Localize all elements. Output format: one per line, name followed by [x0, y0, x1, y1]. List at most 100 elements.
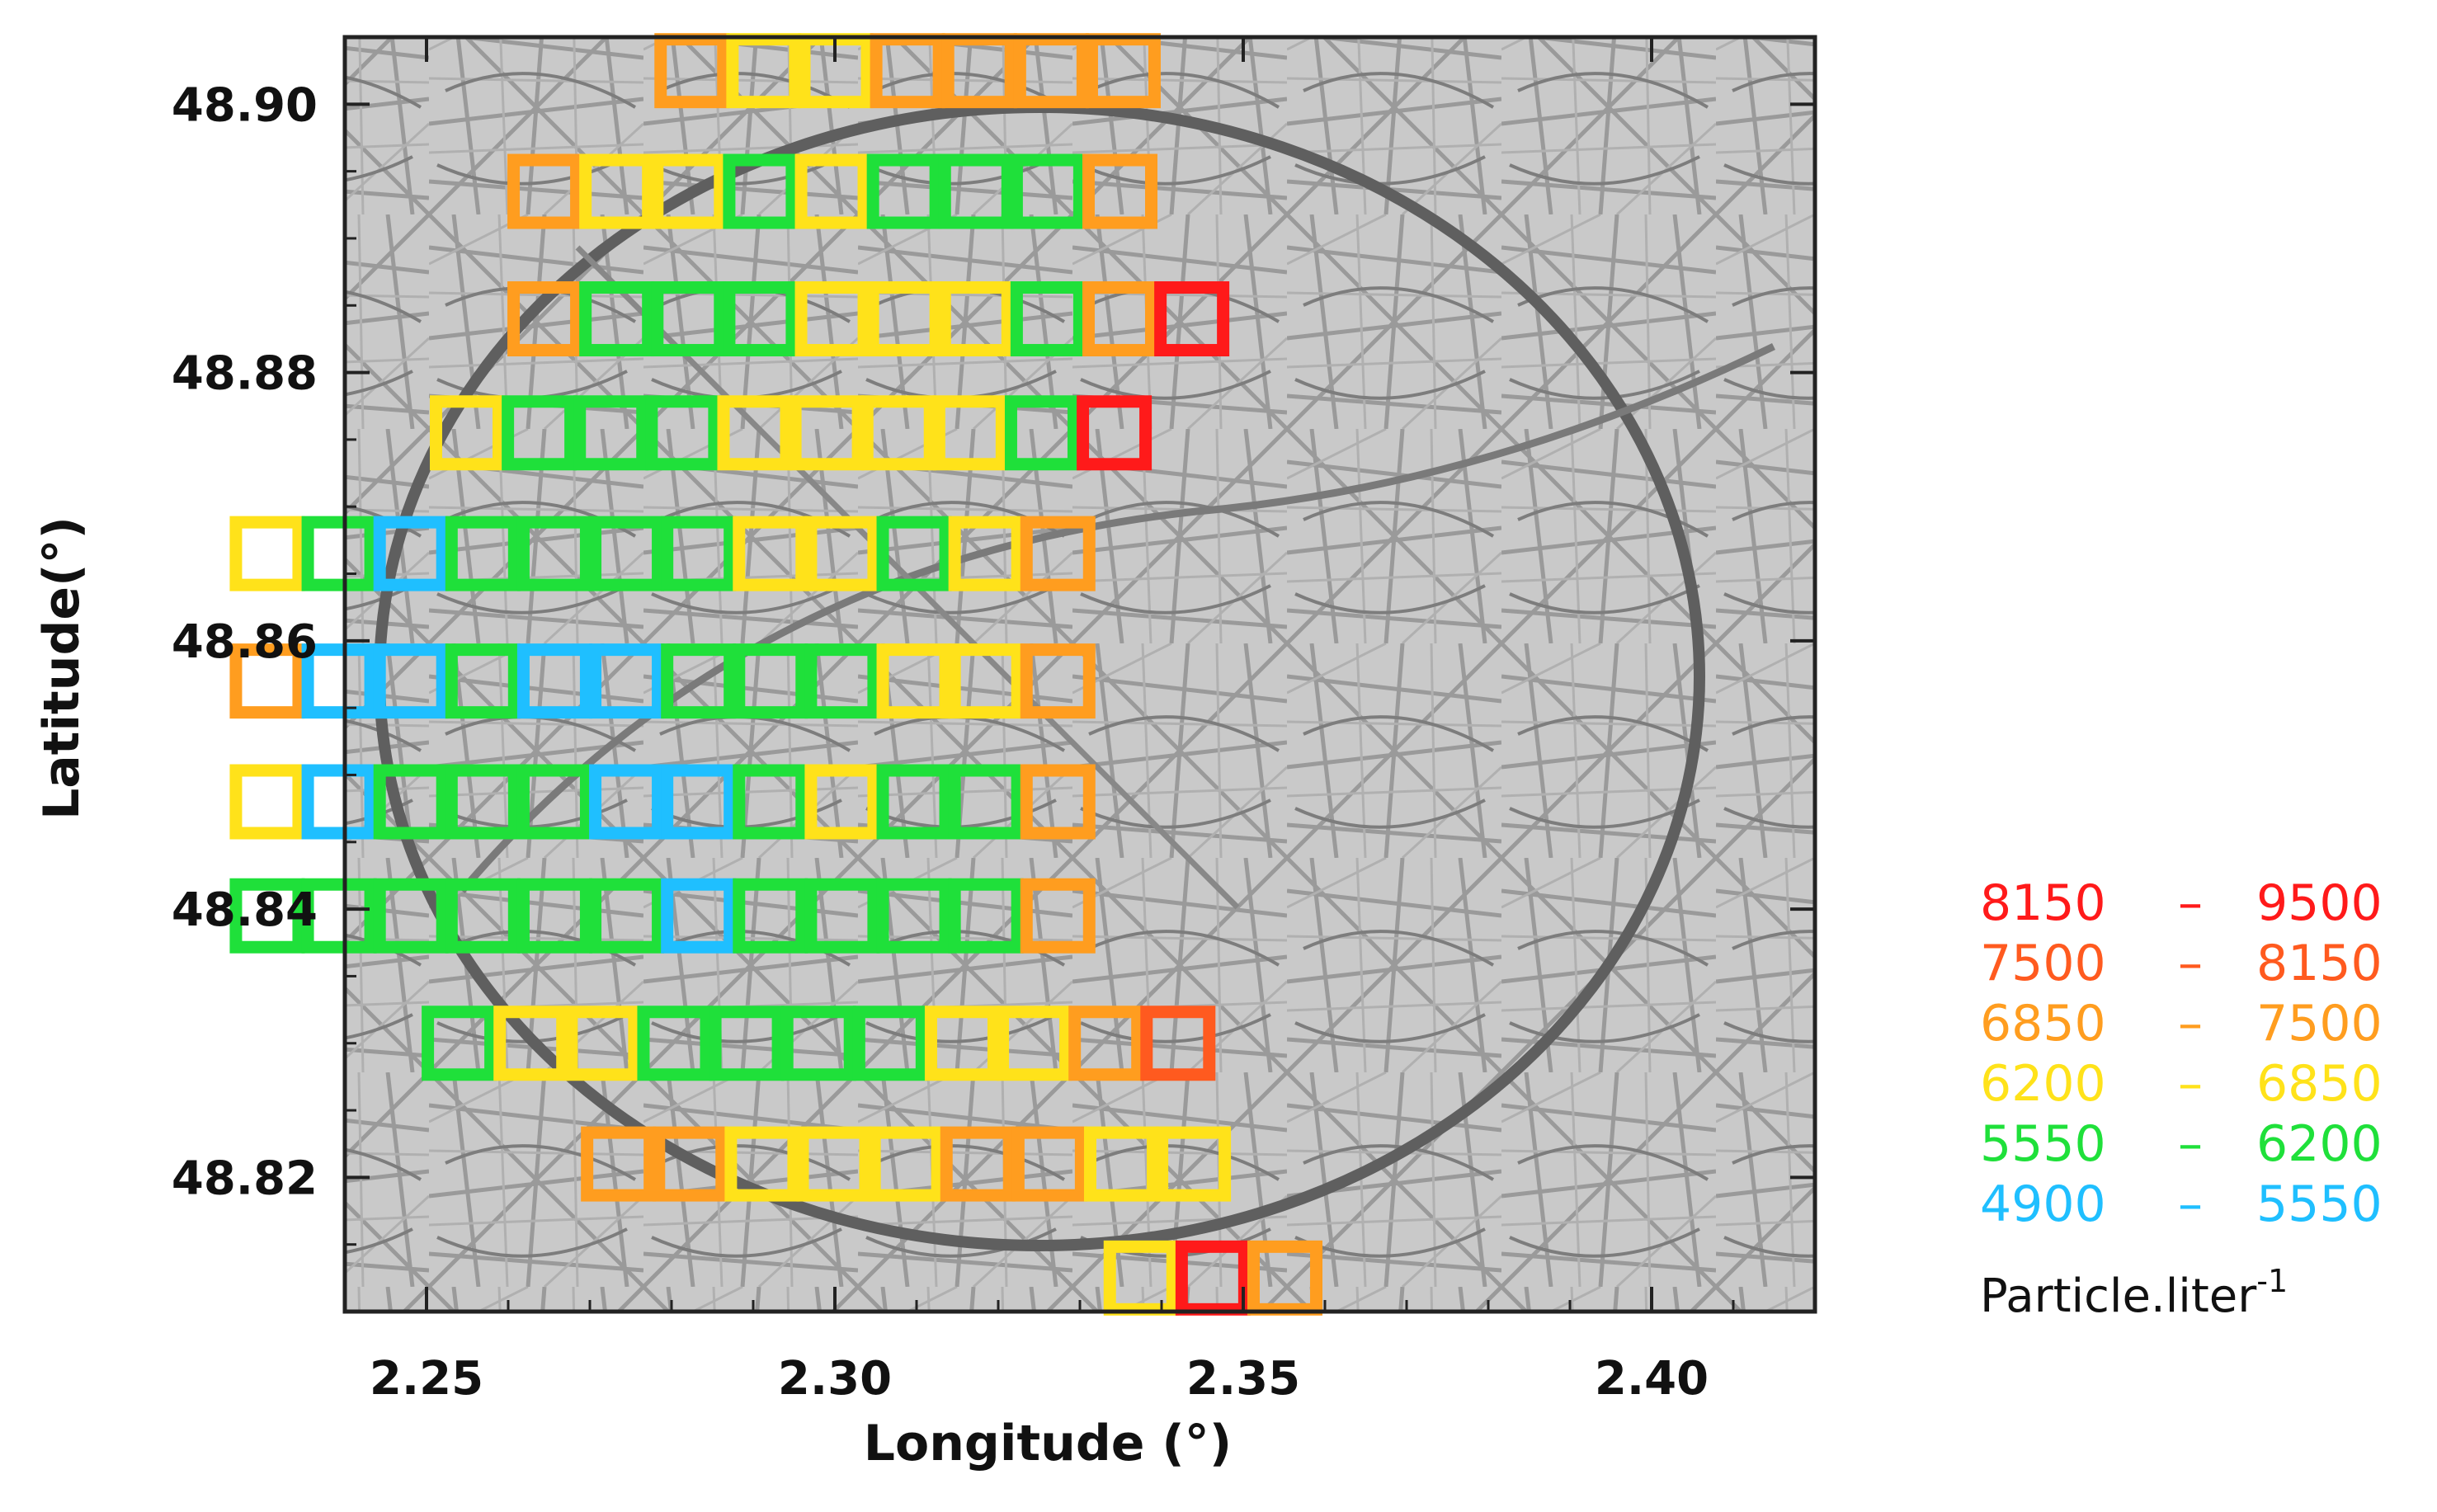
grid-cell — [301, 516, 377, 591]
grid-cell — [717, 395, 793, 471]
grid-cell — [733, 643, 808, 719]
grid-cell — [229, 516, 305, 591]
grid-cell — [445, 878, 521, 954]
grid-cell — [1013, 33, 1089, 109]
legend-high: 6850 — [2256, 1055, 2383, 1113]
grid-cell — [661, 643, 737, 719]
grid-cell — [565, 1006, 641, 1081]
grid-cell — [789, 395, 865, 471]
y-tick-label: 48.88 — [172, 347, 318, 401]
grid-cell — [1247, 1240, 1322, 1316]
grid-cell — [948, 643, 1024, 719]
x-axis-label: Longitude (°) — [864, 1415, 1232, 1472]
grid-cell — [1175, 1240, 1251, 1316]
legend-unit-text: Particle.liter — [1980, 1269, 2257, 1323]
grid-cell — [654, 33, 730, 109]
legend-low: 7500 — [1980, 935, 2106, 992]
grid-cell — [651, 281, 727, 357]
legend-low: 6850 — [1980, 995, 2106, 1053]
grid-cell — [709, 1006, 785, 1081]
grid-cell — [852, 1006, 928, 1081]
grid-cell — [780, 1006, 856, 1081]
legend-dash: – — [2178, 1175, 2203, 1233]
grid-cell — [924, 1006, 1000, 1081]
grid-cell — [941, 33, 1017, 109]
grid-cell — [876, 643, 952, 719]
grid-cell — [723, 281, 799, 357]
grid-cell — [579, 281, 655, 357]
grid-cell — [589, 878, 665, 954]
grid-cell — [1156, 1126, 1232, 1202]
grid-cell — [948, 516, 1024, 591]
legend-high: 5550 — [2256, 1175, 2383, 1233]
grid-cell — [579, 153, 655, 229]
legend-high: 7500 — [2256, 995, 2383, 1053]
grid-cell — [581, 1126, 657, 1202]
grid-cell — [804, 516, 880, 591]
y-axis-label: Latitude(°) — [33, 516, 91, 820]
grid-cell — [1020, 643, 1096, 719]
grid-cell — [661, 878, 737, 954]
legend-high: 8150 — [2256, 935, 2383, 992]
legend-dash: – — [2178, 874, 2203, 932]
grid-cell — [445, 516, 521, 591]
grid-cell — [1011, 1126, 1087, 1202]
grid-cell — [1103, 1240, 1179, 1316]
y-tick-label: 48.82 — [172, 1152, 318, 1205]
grid-cell — [1020, 764, 1096, 840]
grid-cell — [1077, 395, 1153, 471]
legend-entry: 6850 –7500 — [1980, 995, 2383, 1053]
legend-entry: 5550 –6200 — [1980, 1115, 2383, 1173]
grid-cell — [1010, 153, 1086, 229]
grid-cell — [870, 33, 945, 109]
grid-cell — [868, 1126, 944, 1202]
x-tick-label: 2.35 — [1186, 1352, 1300, 1406]
x-tick-label: 2.30 — [778, 1352, 892, 1406]
grid-cell — [866, 153, 942, 229]
grid-cell — [493, 1006, 569, 1081]
legend-entry: 4900 –5550 — [1980, 1175, 2383, 1233]
grid-cell — [948, 878, 1024, 954]
grid-cell — [1140, 1006, 1216, 1081]
legend-low: 4900 — [1980, 1175, 2106, 1233]
grid-cell — [866, 281, 942, 357]
legend-low: 5550 — [1980, 1115, 2106, 1173]
grid-cell — [373, 643, 449, 719]
grid-cell — [373, 516, 449, 591]
grid-cell — [997, 1006, 1072, 1081]
grid-cell — [1083, 1126, 1159, 1202]
x-tick-label: 2.40 — [1595, 1352, 1709, 1406]
legend-dash: – — [2178, 1115, 2203, 1173]
legend-high: 9500 — [2256, 874, 2383, 932]
y-tick-label: 48.86 — [172, 615, 318, 669]
legend-dash: – — [2178, 995, 2203, 1053]
grid-cell — [723, 153, 799, 229]
grid-cell — [724, 1126, 800, 1202]
grid-cell — [1020, 878, 1096, 954]
grid-cell — [301, 878, 377, 954]
grid-cell — [1004, 395, 1080, 471]
grid-cell — [794, 153, 870, 229]
grid-cell — [1068, 1006, 1144, 1081]
grid-cell — [229, 764, 305, 840]
grid-cell — [938, 281, 1014, 357]
grid-cell — [661, 764, 737, 840]
grid-cell — [932, 395, 1008, 471]
legend-entry: 8150 –9500 — [1980, 874, 2383, 932]
y-axis: 48.82 48.84 48.86 48.88 48.90 — [172, 78, 1815, 1313]
legend-high: 6200 — [2256, 1115, 2383, 1173]
grid-cell — [733, 764, 808, 840]
grid-cell — [516, 643, 592, 719]
y-tick-label: 48.84 — [172, 883, 318, 937]
x-tick-label: 2.25 — [370, 1352, 483, 1406]
grid-cell — [301, 643, 377, 719]
grid-cell — [301, 764, 377, 840]
grid-cell — [796, 1126, 872, 1202]
grid-cell — [516, 878, 592, 954]
grid-cell — [726, 33, 802, 109]
grid-cell — [445, 643, 521, 719]
grid-cell — [794, 281, 870, 357]
grid-cell — [445, 764, 521, 840]
grid-cell — [589, 643, 665, 719]
grid-cell — [804, 643, 880, 719]
